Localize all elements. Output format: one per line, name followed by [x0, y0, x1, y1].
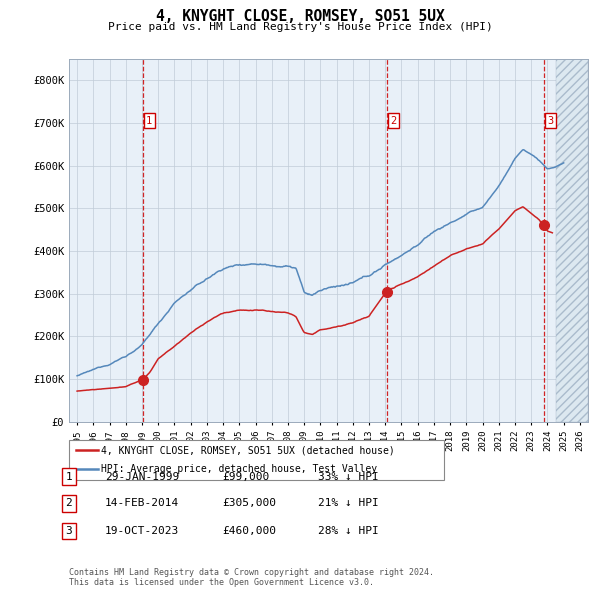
Text: £99,000: £99,000	[222, 472, 269, 481]
Text: 1: 1	[65, 472, 73, 481]
Text: 33% ↓ HPI: 33% ↓ HPI	[318, 472, 379, 481]
Text: Price paid vs. HM Land Registry's House Price Index (HPI): Price paid vs. HM Land Registry's House …	[107, 22, 493, 32]
Text: HPI: Average price, detached house, Test Valley: HPI: Average price, detached house, Test…	[101, 464, 377, 474]
Text: 2: 2	[390, 116, 397, 126]
Text: Contains HM Land Registry data © Crown copyright and database right 2024.
This d: Contains HM Land Registry data © Crown c…	[69, 568, 434, 587]
Text: 21% ↓ HPI: 21% ↓ HPI	[318, 499, 379, 508]
Text: 3: 3	[65, 526, 73, 536]
Text: 29-JAN-1999: 29-JAN-1999	[105, 472, 179, 481]
Text: 2: 2	[65, 499, 73, 508]
Text: 28% ↓ HPI: 28% ↓ HPI	[318, 526, 379, 536]
Text: £305,000: £305,000	[222, 499, 276, 508]
Text: £460,000: £460,000	[222, 526, 276, 536]
Bar	[556, 59, 588, 422]
Text: 4, KNYGHT CLOSE, ROMSEY, SO51 5UX (detached house): 4, KNYGHT CLOSE, ROMSEY, SO51 5UX (detac…	[101, 445, 395, 455]
Text: 14-FEB-2014: 14-FEB-2014	[105, 499, 179, 508]
Text: 1: 1	[146, 116, 152, 126]
Text: 19-OCT-2023: 19-OCT-2023	[105, 526, 179, 536]
Text: 3: 3	[547, 116, 553, 126]
Text: 4, KNYGHT CLOSE, ROMSEY, SO51 5UX: 4, KNYGHT CLOSE, ROMSEY, SO51 5UX	[155, 9, 445, 24]
